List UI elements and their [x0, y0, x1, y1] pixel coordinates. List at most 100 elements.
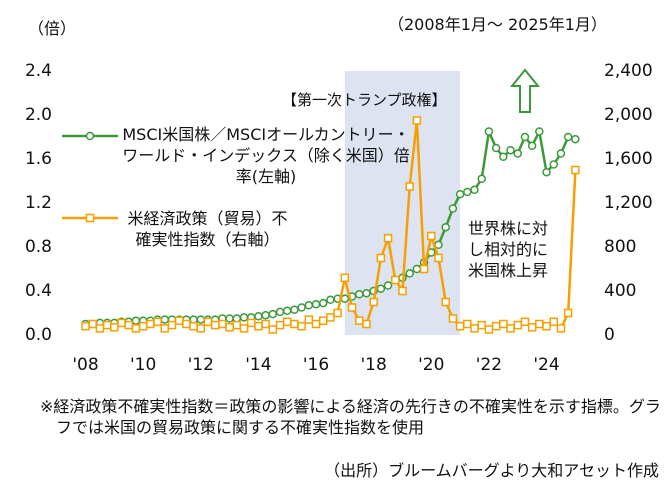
- point: [556, 324, 566, 333]
- point: [470, 185, 479, 195]
- point: [225, 314, 234, 323]
- point: [563, 132, 573, 142]
- point: [290, 319, 299, 329]
- point: [297, 303, 306, 312]
- point: [535, 127, 544, 136]
- y2-tick-label: 0: [604, 325, 615, 345]
- point: [434, 253, 443, 263]
- point: [246, 318, 256, 328]
- point: [297, 321, 306, 331]
- point: [304, 315, 314, 324]
- point: [210, 320, 220, 330]
- point: [95, 324, 105, 333]
- point: [174, 316, 184, 325]
- point: [362, 319, 371, 329]
- point: [513, 320, 522, 330]
- legend-label: MSCI米国株／MSCIオールカントリー・ワールド・インデックス（除く米国）倍率…: [122, 125, 410, 186]
- point: [571, 134, 580, 144]
- point: [326, 313, 335, 322]
- y-tick-label: 0.0: [25, 325, 52, 345]
- point: [571, 165, 580, 175]
- legend-marker: [85, 131, 95, 141]
- x-tick-label: '08: [72, 355, 98, 375]
- point: [160, 315, 170, 324]
- point: [448, 314, 458, 323]
- x-tick-label: '10: [130, 355, 156, 375]
- point: [182, 319, 191, 329]
- y-tick-label: 0.4: [25, 281, 52, 301]
- point: [427, 231, 436, 241]
- point: [506, 145, 515, 155]
- point: [254, 321, 263, 331]
- point: [463, 319, 472, 329]
- point: [225, 323, 234, 332]
- point: [304, 301, 314, 310]
- point: [282, 317, 292, 327]
- point: [268, 325, 278, 334]
- y2-tick-label: 2,000: [604, 105, 653, 125]
- x-tick-label: '14: [245, 355, 271, 375]
- point: [542, 167, 551, 177]
- point: [261, 319, 270, 329]
- point: [520, 317, 530, 327]
- legend-marker: [85, 213, 95, 223]
- point: [160, 324, 170, 333]
- point: [549, 160, 558, 169]
- point: [499, 319, 508, 329]
- point: [527, 323, 537, 332]
- point: [484, 127, 494, 136]
- point: [347, 303, 357, 312]
- point: [232, 320, 242, 330]
- x-tick-label: '20: [418, 355, 444, 375]
- point: [527, 141, 537, 151]
- x-tick-label: '12: [188, 355, 214, 375]
- point: [412, 264, 422, 274]
- point: [333, 308, 342, 318]
- point: [506, 324, 515, 333]
- point: [448, 204, 458, 213]
- point: [340, 294, 350, 303]
- y2-tick-label: 1,600: [604, 149, 653, 169]
- point: [499, 152, 508, 162]
- point: [131, 316, 141, 325]
- point: [239, 324, 249, 333]
- point: [391, 275, 400, 285]
- period: （2008年1月～ 2025年1月）: [388, 15, 607, 34]
- arrow: [509, 68, 541, 113]
- point: [311, 319, 321, 329]
- point: [484, 325, 494, 334]
- point: [405, 269, 414, 278]
- point: [535, 319, 544, 329]
- point: [477, 320, 486, 330]
- source: （出所）ブルームバーグより大和アセット作成: [324, 461, 659, 480]
- point: [275, 307, 285, 317]
- point: [455, 189, 465, 199]
- point: [398, 286, 407, 296]
- y2-tick-label: 800: [604, 237, 636, 257]
- point: [491, 321, 501, 331]
- point: [81, 321, 90, 331]
- point: [376, 253, 386, 263]
- point: [491, 143, 501, 153]
- y-tick-label: 0.8: [25, 237, 52, 257]
- point: [138, 321, 148, 331]
- annotation: 世界株に対し相対的に米国株上昇: [468, 219, 549, 280]
- point: [318, 316, 328, 325]
- point: [196, 315, 206, 324]
- point: [117, 318, 126, 328]
- x-tick-label: '22: [476, 355, 502, 375]
- point: [463, 187, 472, 197]
- point: [340, 273, 350, 283]
- point: [153, 317, 162, 327]
- y-unit: （倍）: [28, 19, 77, 38]
- point: [189, 321, 198, 331]
- y-tick-label: 1.2: [25, 193, 52, 213]
- point: [470, 324, 479, 333]
- point: [376, 284, 386, 294]
- point: [563, 308, 573, 318]
- point: [419, 264, 429, 274]
- point: [146, 319, 155, 329]
- x-tick-label: '16: [303, 355, 329, 375]
